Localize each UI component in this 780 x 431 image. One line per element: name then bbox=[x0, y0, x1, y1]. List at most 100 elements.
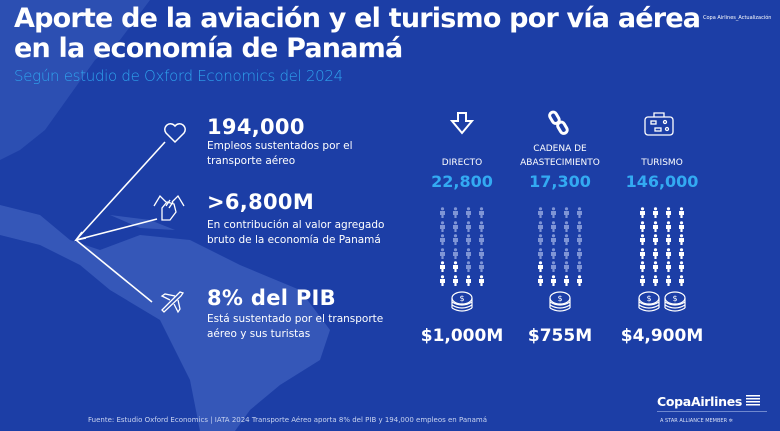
person-icon bbox=[560, 230, 573, 245]
person-icon bbox=[573, 217, 586, 232]
person-icon bbox=[547, 217, 560, 232]
column-cadena: CADENA DE ABASTECIMIENTO 17,300 $ $755M bbox=[500, 140, 620, 346]
person-icon bbox=[475, 203, 488, 218]
person-icon bbox=[436, 244, 449, 259]
person-icon bbox=[475, 257, 488, 272]
person-icon-highlighted bbox=[449, 257, 462, 272]
star-alliance-icon: ✲ bbox=[728, 418, 733, 424]
page-subtitle: Según estudio de Oxford Economics del 20… bbox=[14, 67, 343, 85]
person-icon-highlighted bbox=[662, 230, 675, 245]
hands-icon bbox=[153, 194, 185, 221]
person-icon bbox=[560, 203, 573, 218]
person-icon-highlighted bbox=[649, 217, 662, 232]
person-icon bbox=[436, 230, 449, 245]
column-label: DIRECTO bbox=[441, 158, 483, 168]
person-icon-highlighted bbox=[662, 244, 675, 259]
update-tag: Copa Airlines_Actualización bbox=[703, 15, 772, 21]
person-icon bbox=[534, 217, 547, 232]
svg-text:$: $ bbox=[459, 294, 464, 303]
column-amount: $1,000M bbox=[420, 326, 504, 346]
person-icon-highlighted bbox=[573, 271, 586, 286]
person-icon-highlighted bbox=[636, 257, 649, 272]
person-icon-highlighted bbox=[636, 244, 649, 259]
column-directo: DIRECTO 22,800 $ $1,000M bbox=[402, 140, 522, 346]
person-icon-highlighted bbox=[560, 271, 573, 286]
person-icon-highlighted bbox=[649, 230, 662, 245]
person-icon-highlighted bbox=[662, 257, 675, 272]
person-icon bbox=[462, 217, 475, 232]
svg-text:$: $ bbox=[557, 294, 562, 303]
person-icon bbox=[573, 257, 586, 272]
people-grid bbox=[602, 203, 722, 286]
person-icon bbox=[436, 203, 449, 218]
person-icon-highlighted bbox=[636, 203, 649, 218]
person-icon bbox=[573, 203, 586, 218]
person-icon-highlighted bbox=[449, 271, 462, 286]
person-icon-highlighted bbox=[649, 257, 662, 272]
person-icon bbox=[475, 217, 488, 232]
person-icon-highlighted bbox=[436, 257, 449, 272]
person-icon-highlighted bbox=[534, 271, 547, 286]
person-icon-highlighted bbox=[436, 271, 449, 286]
coin-stack-icon: $ bbox=[662, 291, 688, 318]
airplane-icon bbox=[160, 291, 185, 314]
person-icon-highlighted bbox=[662, 203, 675, 218]
person-icon bbox=[462, 230, 475, 245]
alliance-label: A STAR ALLIANCE MEMBER ✲ bbox=[660, 418, 733, 424]
person-icon-highlighted bbox=[636, 217, 649, 232]
logo-text: CopaAirlines bbox=[657, 394, 743, 409]
column-label: CADENA DE ABASTECIMIENTO bbox=[520, 144, 600, 168]
arrow-down-icon bbox=[450, 112, 474, 135]
person-icon bbox=[534, 244, 547, 259]
coin-stack-icon: $ bbox=[547, 291, 573, 318]
connector-arrows bbox=[74, 141, 166, 303]
coins-icon: $ bbox=[402, 290, 522, 318]
person-icon-highlighted bbox=[649, 203, 662, 218]
heart-icon bbox=[164, 123, 186, 144]
person-icon bbox=[573, 244, 586, 259]
person-icon bbox=[462, 244, 475, 259]
copa-emblem-icon bbox=[746, 395, 761, 407]
column-value: 22,800 bbox=[431, 172, 493, 191]
person-icon bbox=[449, 244, 462, 259]
stat-gva: >6,800M En contribución al valor agregad… bbox=[207, 190, 392, 248]
chain-link-icon bbox=[548, 110, 569, 135]
stat-description: Está sustentado por el transporte aéreo … bbox=[207, 313, 384, 340]
coins-icon: $ $ bbox=[602, 290, 722, 318]
person-icon bbox=[547, 257, 560, 272]
source-note: Fuente: Estudio Oxford Economics | IATA … bbox=[88, 416, 487, 424]
divider bbox=[657, 411, 767, 412]
person-icon bbox=[462, 203, 475, 218]
person-icon-highlighted bbox=[675, 230, 688, 245]
person-icon-highlighted bbox=[662, 217, 675, 232]
person-icon-highlighted bbox=[675, 271, 688, 286]
person-icon bbox=[449, 230, 462, 245]
stat-description: En contribución al valor agregado bruto … bbox=[207, 219, 385, 246]
person-icon bbox=[573, 230, 586, 245]
person-icon bbox=[449, 203, 462, 218]
page-title: Aporte de la aviación y el turismo por v… bbox=[14, 3, 701, 64]
person-icon bbox=[436, 217, 449, 232]
stat-value: 8% del PIB bbox=[207, 286, 336, 310]
person-icon bbox=[547, 244, 560, 259]
person-icon-highlighted bbox=[547, 271, 560, 286]
person-icon bbox=[449, 217, 462, 232]
column-turismo: TURISMO 146,000 $ $ $4,900M bbox=[602, 140, 722, 346]
person-icon bbox=[462, 257, 475, 272]
stat-gdp: 8% del PIB Está sustentado por el transp… bbox=[207, 286, 392, 342]
people-grid bbox=[402, 203, 522, 286]
stat-description: Empleos sustentados por el transporte aé… bbox=[207, 140, 353, 167]
person-icon-highlighted bbox=[462, 271, 475, 286]
person-icon-highlighted bbox=[675, 257, 688, 272]
person-icon-highlighted bbox=[636, 271, 649, 286]
person-icon-highlighted bbox=[636, 230, 649, 245]
person-icon-highlighted bbox=[675, 217, 688, 232]
person-icon-highlighted bbox=[649, 244, 662, 259]
stat-jobs: 194,000 Empleos sustentados por el trans… bbox=[207, 115, 357, 169]
person-icon bbox=[560, 244, 573, 259]
person-icon bbox=[534, 230, 547, 245]
person-icon bbox=[547, 230, 560, 245]
person-icon-highlighted bbox=[675, 203, 688, 218]
stat-value: >6,800M bbox=[207, 190, 315, 214]
person-icon bbox=[560, 257, 573, 272]
